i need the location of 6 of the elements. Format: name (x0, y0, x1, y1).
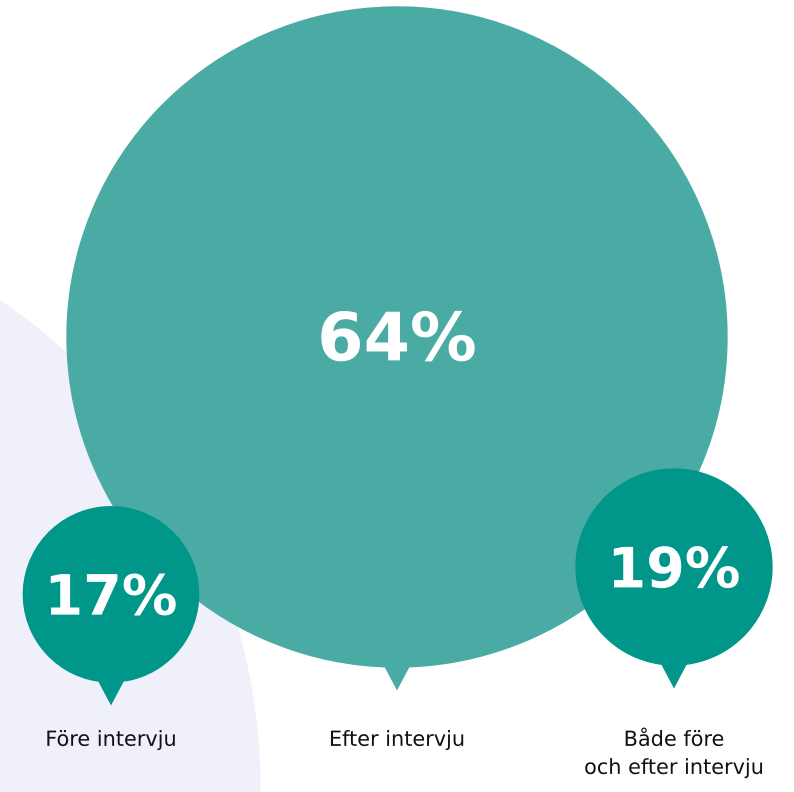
data-label: 64% (321, 310, 475, 362)
data-label: 17% (50, 573, 176, 616)
category-label: Efter intervju (330, 730, 464, 750)
category-label: Före intervju (47, 730, 175, 750)
category-label: Både före och efter intervju (585, 728, 762, 778)
data-label: 19% (614, 546, 739, 588)
